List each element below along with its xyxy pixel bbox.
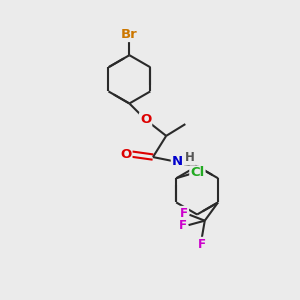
Text: H: H bbox=[185, 152, 195, 164]
Text: F: F bbox=[179, 219, 187, 232]
Text: O: O bbox=[140, 113, 151, 126]
Text: Cl: Cl bbox=[190, 167, 205, 179]
Text: F: F bbox=[198, 238, 206, 251]
Text: F: F bbox=[180, 207, 188, 220]
Text: O: O bbox=[120, 148, 131, 160]
Text: Br: Br bbox=[121, 28, 138, 41]
Text: N: N bbox=[172, 155, 183, 168]
